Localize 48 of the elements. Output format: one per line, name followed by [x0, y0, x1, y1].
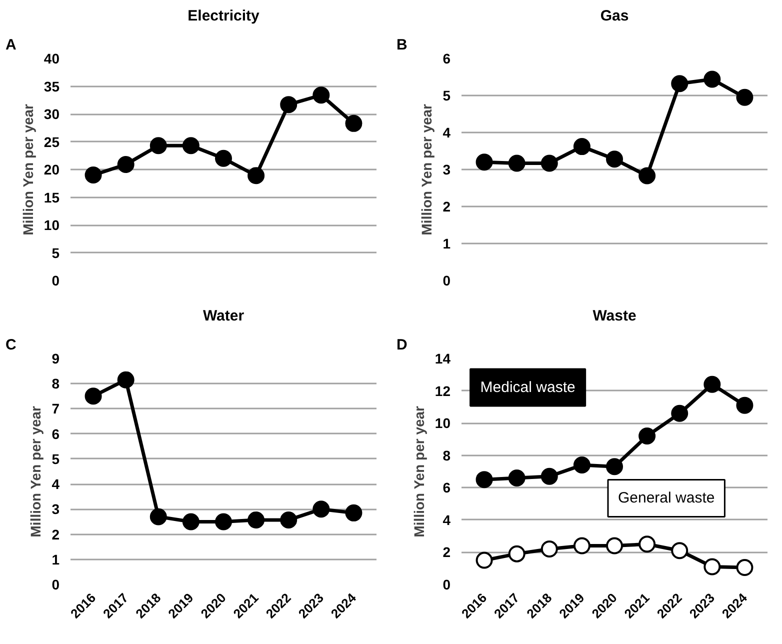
y-tick-label: 15: [44, 189, 60, 206]
y-tick-label: 10: [44, 217, 60, 233]
y-tick-label: 0: [52, 272, 60, 288]
chart-title: Waste: [592, 308, 636, 324]
y-axis-title: Million Yen per year: [20, 103, 36, 236]
y-tick-label: 0: [52, 576, 60, 592]
y-tick-label: 12: [434, 382, 451, 399]
y-tick-label: 4: [52, 476, 60, 492]
y-tick-label: 0: [442, 576, 451, 592]
y-tick-label: 14: [434, 350, 451, 366]
y-tick-label: 2: [442, 544, 451, 560]
text: D: [396, 336, 408, 354]
y-tick-label: 3: [52, 501, 60, 518]
y-tick-label: 3: [442, 162, 451, 178]
text: A: [6, 36, 16, 54]
y-tick-label: 4: [442, 124, 451, 140]
y-tick-label: 5: [442, 88, 451, 104]
y-tick-label: 9: [52, 350, 60, 366]
text: General waste: [618, 490, 715, 507]
text: Medical waste: [480, 378, 576, 396]
y-tick-label: 5: [52, 244, 60, 261]
y-tick-label: 4: [442, 512, 451, 528]
y-tick-label: 2: [52, 526, 60, 542]
y-tick-label: 5: [52, 450, 60, 467]
text: B: [396, 36, 408, 54]
chart-title: Water: [202, 308, 244, 324]
y-tick-label: 40: [44, 50, 60, 66]
y-tick-label: 1: [52, 551, 60, 568]
y-tick-label: 20: [44, 162, 60, 178]
y-tick-label: 1: [442, 236, 451, 252]
y-tick-label: 0: [442, 272, 451, 288]
y-tick-label: 25: [44, 134, 60, 150]
y-tick-label: 10: [434, 415, 451, 432]
chart-title: Electricity: [188, 8, 260, 24]
y-axis-title: Million Yen per year: [410, 405, 427, 538]
y-axis-title: Million Yen per year: [418, 103, 435, 236]
y-tick-label: 7: [52, 400, 60, 417]
y-tick-label: 2: [442, 198, 451, 214]
text: C: [6, 336, 16, 354]
y-tick-label: 6: [52, 426, 60, 442]
y-tick-label: 30: [44, 106, 60, 122]
chart-title: Gas: [600, 8, 629, 24]
y-axis-title: Million Yen per year: [28, 405, 44, 538]
y-tick-label: 6: [442, 50, 451, 66]
y-tick-label: 8: [442, 447, 451, 464]
y-tick-label: 35: [44, 78, 60, 94]
y-tick-label: 8: [52, 376, 60, 392]
y-tick-label: 6: [442, 480, 451, 496]
